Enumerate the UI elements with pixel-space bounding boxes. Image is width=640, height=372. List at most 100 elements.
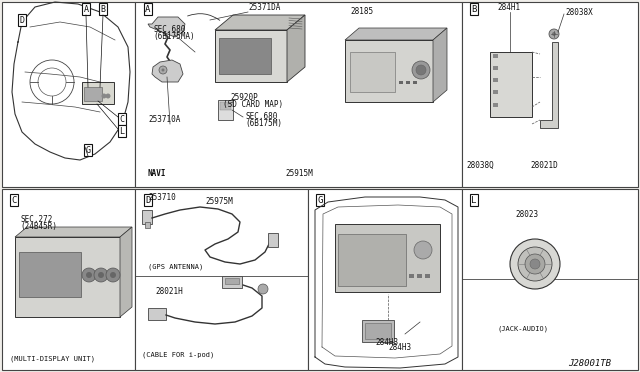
Bar: [350, 52, 395, 92]
Bar: [362, 320, 394, 342]
Text: NAVI: NAVI: [148, 169, 166, 178]
Text: SEC.680: SEC.680: [153, 25, 186, 34]
Bar: [2, 2, 135, 187]
Text: (6B175MA): (6B175MA): [153, 32, 195, 41]
Text: L: L: [471, 196, 477, 205]
Text: D: D: [145, 196, 150, 205]
Bar: [409, 274, 414, 278]
Text: 25371DA: 25371DA: [248, 3, 280, 12]
Bar: [493, 54, 498, 58]
Text: 28185: 28185: [350, 7, 373, 16]
Bar: [338, 234, 406, 286]
Bar: [142, 210, 152, 224]
Text: (GPS ANTENNA): (GPS ANTENNA): [148, 264, 204, 270]
Bar: [219, 38, 271, 74]
Circle shape: [530, 259, 540, 269]
Text: D: D: [19, 16, 24, 25]
Circle shape: [110, 272, 116, 278]
Circle shape: [106, 268, 120, 282]
Text: B: B: [100, 4, 106, 13]
Text: (MULTI-DISPLAY UNIT): (MULTI-DISPLAY UNIT): [10, 355, 95, 362]
Circle shape: [525, 254, 545, 274]
Text: 28038Q: 28038Q: [466, 161, 493, 170]
Circle shape: [552, 32, 556, 36]
Text: C: C: [120, 115, 125, 124]
Bar: [225, 278, 239, 284]
Circle shape: [161, 68, 164, 71]
Bar: [462, 189, 638, 370]
Circle shape: [414, 241, 432, 259]
Circle shape: [102, 93, 106, 99]
Bar: [135, 2, 462, 187]
Polygon shape: [540, 42, 558, 128]
Circle shape: [106, 93, 111, 99]
Bar: [220, 102, 231, 110]
Bar: [218, 100, 233, 120]
Circle shape: [82, 268, 96, 282]
Circle shape: [518, 247, 552, 281]
Text: SEC.272: SEC.272: [20, 215, 52, 224]
Bar: [493, 90, 498, 94]
Text: A: A: [83, 4, 88, 13]
Bar: [222, 276, 242, 288]
Bar: [148, 308, 166, 320]
Text: J28001TB: J28001TB: [568, 359, 611, 368]
Polygon shape: [15, 227, 132, 237]
Text: (JACK-AUDIO): (JACK-AUDIO): [498, 325, 549, 331]
Text: 28038X: 28038X: [565, 8, 593, 17]
Bar: [490, 52, 532, 117]
Circle shape: [98, 272, 104, 278]
Polygon shape: [215, 15, 305, 30]
Polygon shape: [152, 60, 183, 82]
Text: (24B45R): (24B45R): [20, 222, 57, 231]
Polygon shape: [120, 227, 132, 317]
Text: G: G: [317, 196, 323, 205]
Bar: [15, 237, 120, 317]
Bar: [425, 274, 430, 278]
Bar: [335, 224, 440, 292]
Bar: [268, 233, 278, 247]
Bar: [215, 30, 287, 82]
Polygon shape: [148, 17, 185, 37]
Text: 28021H: 28021H: [155, 287, 183, 296]
Text: C: C: [12, 196, 17, 205]
Bar: [493, 103, 498, 107]
Bar: [406, 81, 410, 84]
Text: B: B: [471, 4, 477, 13]
Text: 284H3: 284H3: [375, 338, 398, 347]
Text: 25915M: 25915M: [285, 169, 313, 178]
Text: G: G: [86, 145, 90, 154]
Bar: [345, 40, 433, 102]
Text: (CABLE FOR i-pod): (CABLE FOR i-pod): [142, 352, 214, 359]
Polygon shape: [287, 15, 305, 82]
Bar: [462, 2, 638, 187]
Text: 25920P: 25920P: [230, 93, 258, 102]
Polygon shape: [433, 28, 447, 102]
Bar: [19, 252, 81, 297]
Circle shape: [86, 272, 92, 278]
Circle shape: [549, 29, 559, 39]
Circle shape: [159, 66, 167, 74]
Bar: [365, 323, 391, 339]
Bar: [417, 274, 422, 278]
Polygon shape: [345, 28, 447, 40]
Bar: [493, 78, 498, 82]
Text: 253710: 253710: [148, 193, 176, 202]
Text: (6B175M): (6B175M): [245, 119, 282, 128]
Bar: [2, 189, 135, 370]
Text: 253710A: 253710A: [148, 115, 180, 124]
Text: 25975M: 25975M: [205, 197, 233, 206]
Bar: [84, 87, 102, 101]
Bar: [399, 81, 403, 84]
Text: 284H3: 284H3: [388, 343, 411, 352]
Circle shape: [258, 284, 268, 294]
Circle shape: [416, 65, 426, 75]
Bar: [493, 66, 498, 70]
Bar: [82, 82, 114, 104]
Bar: [413, 81, 417, 84]
Text: L: L: [120, 126, 125, 135]
Text: (SD CARD MAP): (SD CARD MAP): [223, 100, 283, 109]
Text: 284H1: 284H1: [497, 3, 520, 12]
Circle shape: [510, 239, 560, 289]
Bar: [308, 189, 462, 370]
